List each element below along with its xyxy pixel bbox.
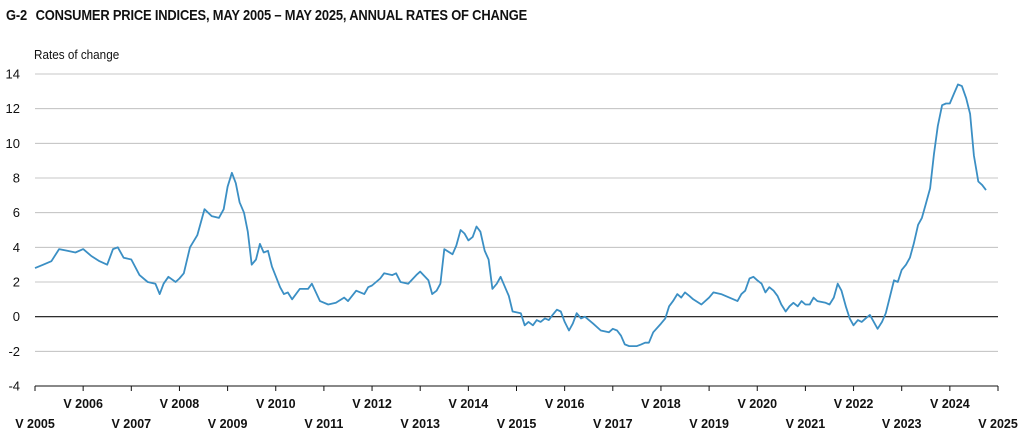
x-tick-label: V 2024 (930, 397, 970, 411)
x-tick-label: V 2016 (545, 397, 585, 411)
x-tick-label: V 2009 (208, 417, 248, 431)
chart-title-text: CONSUMER PRICE INDICES, MAY 2005 – MAY 2… (35, 7, 528, 24)
x-axis: V 2006 V 2008 V 2010 V 2012 V 2014 V 2016 V 20… (15, 385, 1018, 431)
x-tick-label: V 2012 (352, 397, 392, 411)
y-tick-label: 6 (13, 205, 20, 220)
series-line (34, 83, 987, 347)
y-tick-label: 2 (13, 275, 20, 290)
x-tick-label: V 2022 (834, 397, 874, 411)
x-tick-label: V 2021 (786, 417, 826, 431)
chart-title: G-2 CONSUMER PRICE INDICES, MAY 2005 – MA… (6, 7, 527, 24)
y-axis-label: Rates of change (34, 47, 120, 62)
y-tick-label: -4 (8, 379, 20, 394)
x-tick-label: V 2010 (256, 397, 296, 411)
x-tick-label: V 2019 (689, 417, 729, 431)
y-axis-ticks: -4 -2 0 2 4 6 8 10 12 14 (6, 67, 20, 394)
y-tick-label: 0 (13, 309, 20, 324)
x-tick-label: V 2011 (304, 417, 343, 431)
x-tick-label: V 2007 (111, 417, 151, 431)
x-tick-label: V 2020 (737, 397, 777, 411)
y-tick-label: 10 (6, 136, 20, 151)
x-tick-label: V 2014 (449, 397, 489, 411)
x-tick-label: V 2013 (400, 417, 440, 431)
y-tick-label: 4 (13, 240, 20, 255)
x-tick-label: V 2018 (641, 397, 681, 411)
y-tick-label: 8 (13, 171, 20, 186)
x-tick-label: V 2025 (978, 417, 1018, 431)
y-tick-label: 12 (6, 101, 20, 116)
chart-number: G-2 (6, 7, 27, 24)
x-tick-label: V 2005 (15, 417, 55, 431)
y-tick-label: 14 (6, 67, 20, 82)
x-tick-label: V 2008 (160, 397, 200, 411)
x-tick-label: V 2017 (593, 417, 633, 431)
x-tick-label: V 2023 (882, 417, 922, 431)
x-tick-label: V 2006 (63, 397, 103, 411)
y-tick-label: -2 (8, 344, 20, 359)
x-tick-label: V 2015 (497, 417, 537, 431)
gridlines (35, 73, 998, 387)
